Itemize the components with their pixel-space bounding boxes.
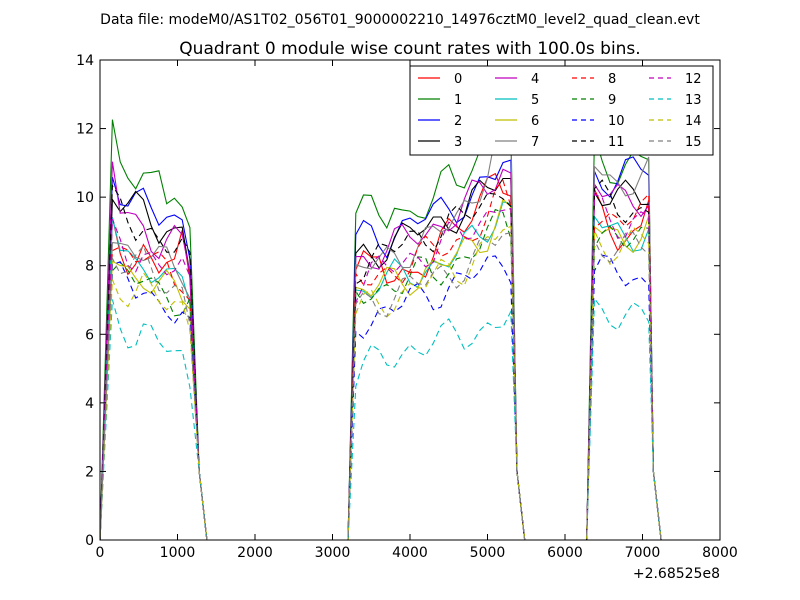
x-axis: 0 1000 2000 3000 4000 5000 6000 7000 8000 xyxy=(96,60,738,561)
chart-title: Quadrant 0 module wise count rates with … xyxy=(179,39,640,59)
x-tick-label: 5000 xyxy=(470,545,506,561)
series-line-9 xyxy=(100,208,720,540)
series-line-10 xyxy=(100,254,720,540)
series-line-1 xyxy=(100,119,720,540)
x-tick-label: 6000 xyxy=(547,545,583,561)
legend-label: 14 xyxy=(685,114,702,129)
y-tick-label: 2 xyxy=(85,464,94,480)
series-line-7 xyxy=(100,108,720,540)
series-line-13 xyxy=(100,297,720,540)
legend-label: 4 xyxy=(531,72,539,87)
legend-label: 15 xyxy=(685,135,702,150)
x-tick-label: 3000 xyxy=(315,545,351,561)
legend-label: 12 xyxy=(685,72,702,87)
x-tick-label: 1000 xyxy=(160,545,196,561)
y-tick-label: 12 xyxy=(76,122,94,138)
legend-label: 1 xyxy=(454,93,462,108)
series-line-15 xyxy=(100,231,720,540)
legend-label: 7 xyxy=(531,135,539,150)
y-tick-label: 14 xyxy=(76,53,94,69)
x-axis-offset-label: +2.68525e8 xyxy=(633,566,720,582)
legend-label: 2 xyxy=(454,114,462,129)
plot-area: 0 1000 2000 3000 4000 5000 6000 7000 8000 0 2 4 6 8 1… xyxy=(76,53,738,582)
series-line-4 xyxy=(100,161,720,540)
x-tick-label: 2000 xyxy=(237,545,273,561)
x-tick-label: 8000 xyxy=(702,545,738,561)
x-tick-label: 7000 xyxy=(625,545,661,561)
legend-box xyxy=(409,65,714,156)
x-tick-label: 0 xyxy=(96,545,105,561)
series-line-5 xyxy=(100,201,720,540)
legend-label: 6 xyxy=(531,114,539,129)
legend-label: 11 xyxy=(608,135,625,150)
y-tick-label: 4 xyxy=(85,396,94,412)
y-tick-label: 0 xyxy=(85,533,94,549)
legend-label: 3 xyxy=(454,135,462,150)
series-line-11 xyxy=(100,179,720,540)
legend-label: 0 xyxy=(454,72,462,87)
y-tick-label: 6 xyxy=(85,327,94,343)
series-line-2 xyxy=(100,156,720,540)
suptitle: Data file: modeM0/AS1T02_056T01_90000022… xyxy=(100,12,700,28)
y-tick-label: 10 xyxy=(76,190,94,206)
series-layer xyxy=(100,108,720,540)
series-line-8 xyxy=(100,179,720,540)
legend-label: 5 xyxy=(531,93,539,108)
x-tick-label: 4000 xyxy=(392,545,428,561)
series-line-12 xyxy=(100,193,720,540)
legend-label: 10 xyxy=(608,114,625,129)
series-line-6 xyxy=(100,198,720,540)
y-tick-label: 8 xyxy=(85,259,94,275)
legend-label: 8 xyxy=(608,72,616,87)
legend-label: 9 xyxy=(608,93,616,108)
legend-label: 13 xyxy=(685,93,702,108)
series-line-3 xyxy=(100,177,720,540)
